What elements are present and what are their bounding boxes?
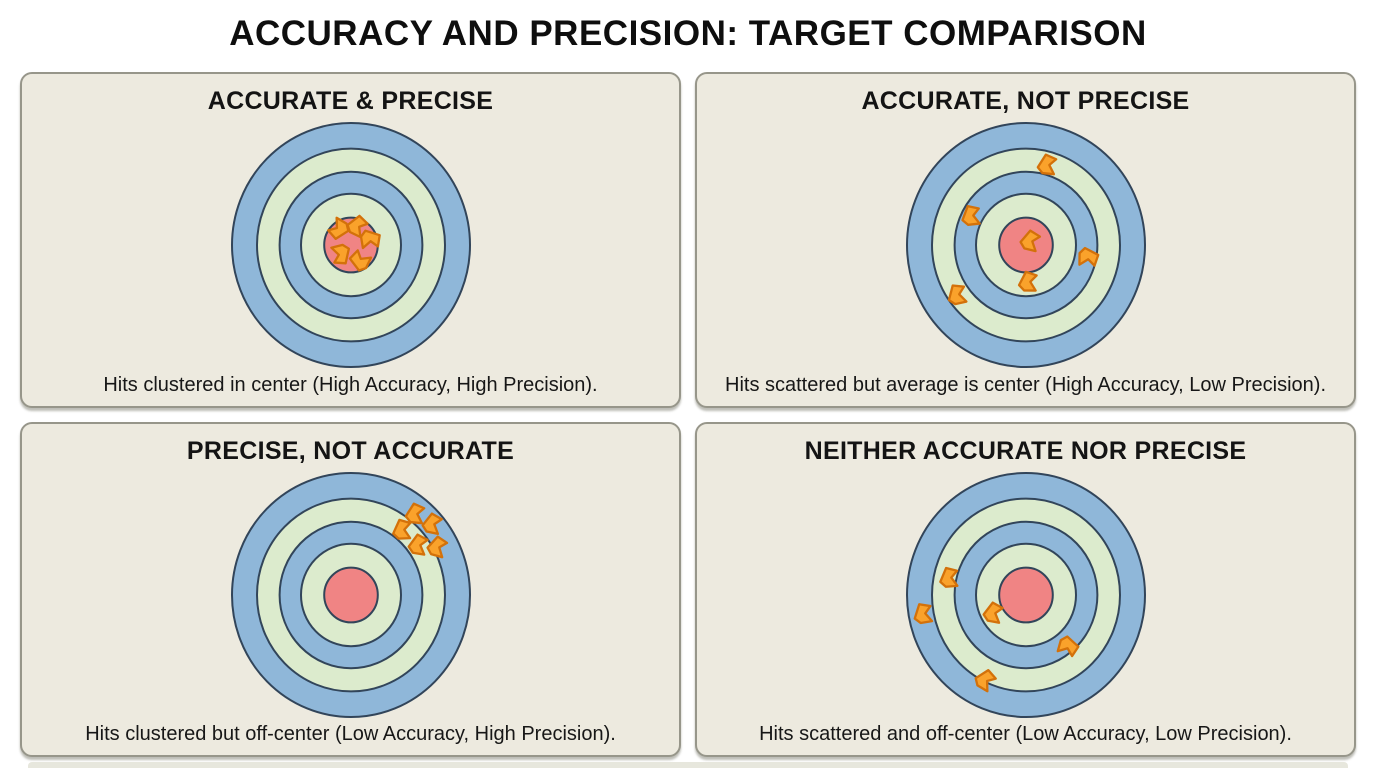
panel-heading: ACCURATE, NOT PRECISE xyxy=(861,87,1190,115)
target-ring xyxy=(322,566,379,624)
panel-neither-accurate-nor-precise: NEITHER ACCURATE NOR PRECISE Hits scatte… xyxy=(695,422,1356,757)
hit-marker-icon xyxy=(407,533,429,556)
hit-marker-icon xyxy=(913,603,933,625)
hit-marker-icon xyxy=(326,216,349,241)
panel-caption: Hits scattered and off-center (Low Accur… xyxy=(759,723,1292,745)
hit-marker-icon xyxy=(1036,153,1057,176)
target-svg xyxy=(905,122,1146,368)
hit-marker-icon xyxy=(947,284,968,306)
hit-marker-icon xyxy=(391,518,411,540)
target-diagram xyxy=(896,115,1156,375)
hit-marker-icon xyxy=(329,243,350,265)
panel-heading: ACCURATE & PRECISE xyxy=(207,87,494,115)
hit-marker-icon xyxy=(1018,229,1041,253)
hit-marker-icon xyxy=(960,204,981,226)
panel-accurate-precise: ACCURATE & PRECISE Hits clustered in cen… xyxy=(20,72,681,408)
hit-marker-icon xyxy=(1077,246,1099,267)
hit-marker-icon xyxy=(1017,270,1038,292)
page-title: ACCURACY AND PRECISION: TARGET COMPARISO… xyxy=(229,14,1147,53)
panel-caption: Hits clustered in center (High Accuracy,… xyxy=(103,374,598,396)
panel-precise-not-accurate: PRECISE, NOT ACCURATE Hits clustered but… xyxy=(20,422,681,757)
hit-marker-icon xyxy=(345,214,369,239)
panel-accurate-not-precise: ACCURATE, NOT PRECISE Hits scattered but… xyxy=(695,72,1356,408)
panel-heading: NEITHER ACCURATE NOR PRECISE xyxy=(804,437,1247,465)
panel-heading: PRECISE, NOT ACCURATE xyxy=(186,437,515,465)
hit-marker-icon xyxy=(938,566,959,588)
hit-marker-icon xyxy=(974,668,997,693)
hit-marker-icon xyxy=(348,249,372,272)
target-svg xyxy=(230,472,471,718)
hit-marker-icon xyxy=(1056,635,1080,658)
panel-caption: Hits scattered but average is center (Hi… xyxy=(725,374,1326,396)
hit-marker-icon xyxy=(359,229,381,250)
target-ring xyxy=(997,566,1054,624)
target-svg xyxy=(905,472,1146,718)
target-diagram xyxy=(896,465,1156,725)
hit-marker-icon xyxy=(420,512,443,536)
target-diagram xyxy=(221,115,481,375)
target-diagram xyxy=(221,465,481,725)
panel-caption: Hits clustered but off-center (Low Accur… xyxy=(85,723,616,745)
hit-marker-icon xyxy=(425,535,448,559)
cropped-element-edge xyxy=(28,762,1348,768)
hit-marker-icon xyxy=(981,601,1004,624)
target-svg xyxy=(230,122,471,368)
